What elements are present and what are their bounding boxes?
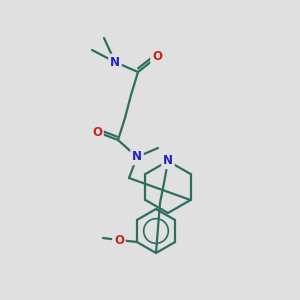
Text: O: O [152,50,162,64]
Text: O: O [92,125,102,139]
Text: N: N [110,56,120,68]
Text: O: O [114,233,124,247]
Text: N: N [132,151,142,164]
Text: N: N [163,154,173,167]
